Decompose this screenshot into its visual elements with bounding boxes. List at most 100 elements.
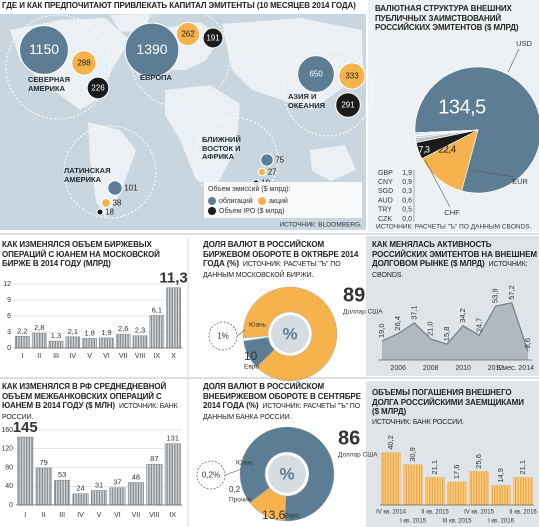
table-value: 0,3	[402, 188, 412, 195]
y-tick-label: 3	[7, 329, 11, 336]
value-label: 1,9	[101, 328, 111, 337]
x-tick-label: VII	[119, 353, 128, 360]
slice-label: CHF	[444, 208, 460, 217]
value-label: 21,1	[430, 460, 439, 475]
table-value: 0,0	[402, 216, 412, 223]
value-label: 86	[338, 427, 360, 449]
bubble-label: 650	[309, 70, 323, 79]
bar	[17, 436, 34, 506]
value-label: 24	[76, 484, 84, 493]
source: ИСТОЧНИК: БАНК РОССИИ.	[372, 418, 464, 426]
y-tick-label: 40	[5, 483, 13, 490]
leader	[236, 329, 246, 337]
bubble	[175, 21, 201, 47]
x-tick-label: 2012	[488, 365, 504, 372]
donut-center	[271, 315, 309, 353]
callout	[208, 321, 238, 351]
legend-label: облигаций	[219, 197, 253, 205]
table-currency: CNY	[378, 179, 393, 186]
source: ИСТОЧНИК: РАСЧЕТЫ "Ъ" ПО ДАННЫМ МОСКОВСК…	[203, 261, 341, 279]
bubble-label: 262	[181, 30, 195, 39]
chart-title: ДОЛЯ ВАЛЮТ В РОССИЙСКОМ БИРЖЕВОМ ОБОРОТЕ…	[203, 240, 359, 269]
bubble-label: 1390	[136, 41, 167, 57]
chart-title: ДОЛЯ ВАЛЮТ В РОССИЙСКОМ ВНЕБИРЖЕВОМ ОБОР…	[203, 382, 361, 411]
donut-slice	[239, 426, 335, 522]
value-label: 2,6	[118, 324, 128, 333]
chart-title: ГДЕ И КАК ПРЕДПОЧИТАЮТ ПРИВЛЕКАТЬ КАПИТА…	[2, 1, 356, 10]
area-fill	[382, 302, 528, 360]
legend-swatch	[208, 197, 216, 205]
bubble	[71, 50, 97, 76]
bubble	[260, 153, 274, 167]
slice-label: USD	[516, 39, 532, 48]
value-label: 25,6	[474, 454, 483, 469]
table-currency: CZK	[378, 216, 392, 223]
donut-center	[268, 455, 306, 493]
bubble-label: 101	[124, 184, 138, 193]
value-label: 0,2	[229, 485, 241, 494]
table-currency: AUD	[378, 197, 393, 204]
x-tick-label: V	[87, 353, 92, 360]
value-label: 2,2	[17, 326, 27, 335]
chart-title: ВАЛЮТНАЯ СТРУКТУРА ВНЕШНИХ ПУБЛИЧНЫХ ЗАИ…	[375, 4, 519, 33]
region-ring	[283, 47, 373, 137]
chart-title: КАК МЕНЯЛАСЬ АКТИВНОСТЬ РОССИЙСКИХ ЭМИТЕ…	[372, 240, 537, 269]
table-value: 0,5	[402, 207, 412, 214]
value-label: 34,2	[458, 308, 467, 323]
chart-title: ОБЪЕМЫ ПОГАШЕНИЯ ВНЕШНЕГО ДОЛГА РОССИЙСК…	[372, 388, 524, 417]
bubble-label: 191	[206, 34, 220, 43]
value-label: 37	[113, 478, 121, 487]
bubble-label: 291	[341, 101, 355, 110]
bar	[146, 463, 163, 506]
leader	[469, 169, 515, 178]
bubble-label: 1150	[29, 41, 59, 57]
value-label: 48	[132, 472, 140, 481]
x-tick-label: 2006	[390, 365, 406, 372]
region-ring	[5, 14, 111, 120]
x-tick-label: III кв. 2015	[442, 519, 472, 525]
value-label: 37,1	[409, 305, 418, 320]
bubble	[124, 22, 180, 78]
value-label: 0,2%	[202, 471, 220, 480]
x-tick-label: III	[59, 512, 65, 519]
region-label: АЗИЯ И ОКЕАНИЯ	[288, 92, 326, 110]
bar	[164, 443, 181, 506]
x-tick-label: II кв. 2015	[421, 510, 449, 516]
value-label: 2,1	[68, 327, 78, 336]
slice-label: EUR	[512, 177, 528, 186]
source: ИСТОЧНИК: РАСЧЕТЫ "Ъ" ПО ДАННЫМ БАНКА РО…	[203, 403, 361, 421]
category-label: Доллар США	[338, 452, 378, 459]
bubble	[202, 27, 224, 49]
bubble	[297, 55, 335, 93]
y-tick-label: 9	[7, 297, 11, 304]
y-tick-label: 80	[5, 464, 13, 471]
x-tick-label: IV кв. 2015	[464, 510, 494, 516]
x-tick-label: X	[171, 353, 176, 360]
region-ring	[63, 125, 157, 219]
bubble	[257, 167, 267, 177]
table-value: 1,9	[402, 170, 412, 177]
x-tick-label: IX	[153, 353, 160, 360]
bubble-label: 75	[275, 156, 284, 165]
value-label: 31	[95, 480, 103, 489]
source: ИСТОЧНИК: BLOOMBERG.	[279, 222, 362, 229]
bar	[513, 477, 533, 506]
value-label: 24,7	[474, 318, 483, 333]
slice-value: 22,4	[438, 145, 456, 156]
value-label: 2,3	[135, 326, 145, 335]
region-label: ЕВРОПА	[140, 73, 172, 82]
x-tick-label: IX	[169, 512, 176, 519]
value-label: 1%	[217, 332, 229, 341]
bar	[99, 337, 114, 349]
value-label: 1,8	[84, 328, 94, 337]
bubble-label: 333	[345, 72, 359, 81]
chart-title: КАК ИЗМЕНЯЛСЯ ОБЪЕМ БИРЖЕВЫХ ОПЕРАЦИЙ С …	[2, 240, 160, 269]
line	[381, 302, 529, 352]
bar	[166, 287, 181, 349]
pie-slice	[415, 129, 479, 134]
bar	[447, 481, 467, 506]
bubble	[19, 25, 69, 75]
legend-label: Объем IPO ($ млрд)	[219, 207, 284, 215]
